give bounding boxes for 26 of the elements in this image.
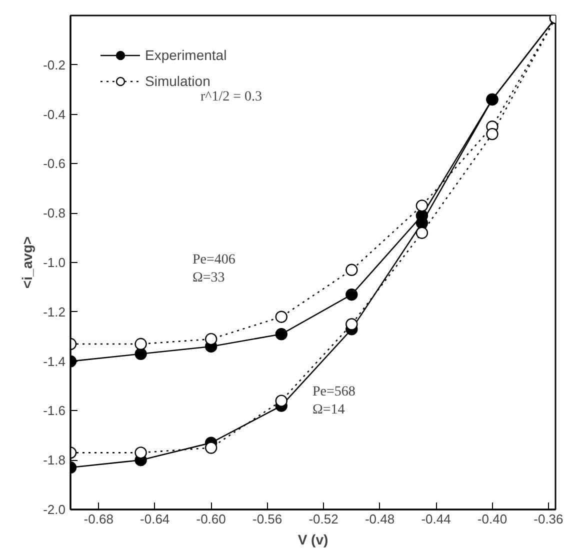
y-tick-label: -1.4 — [43, 354, 66, 369]
y-tick-label: -0.4 — [43, 106, 66, 122]
x-tick-label: -0.44 — [421, 512, 451, 526]
y-tick-label: -1.6 — [43, 403, 66, 418]
y-axis-title: <i_avg> — [19, 236, 36, 289]
x-tick-label: -0.52 — [308, 512, 338, 526]
annotation: Pe=406 Ω=33 — [192, 252, 236, 286]
annotation: Pe=568 Ω=14 — [312, 384, 356, 418]
x-tick-label: -0.36 — [534, 512, 564, 526]
x-tick-label: -0.56 — [252, 512, 282, 526]
y-tick-label: -0.8 — [43, 206, 66, 221]
y-tick-label: -2.0 — [43, 502, 66, 517]
x-axis-title: V (v) — [298, 532, 328, 548]
y-tick-label: -1.2 — [43, 304, 66, 320]
y-tick-label: -0.6 — [43, 156, 66, 172]
y-tick-label: -0.2 — [43, 57, 66, 72]
x-tick-label: -0.48 — [364, 512, 395, 526]
legend-label: Simulation — [145, 73, 210, 89]
legend-label: Experimental — [145, 47, 227, 63]
x-tick-label: -0.60 — [196, 512, 226, 526]
y-tick-label: -1.8 — [43, 452, 66, 468]
x-tick-label: -0.40 — [477, 512, 508, 526]
x-tick-label: -0.64 — [140, 512, 170, 526]
y-tick-label: -1.0 — [43, 255, 66, 270]
x-tick-label: -0.68 — [84, 512, 114, 526]
annotation: r^1/2 = 0.3 — [200, 90, 262, 104]
